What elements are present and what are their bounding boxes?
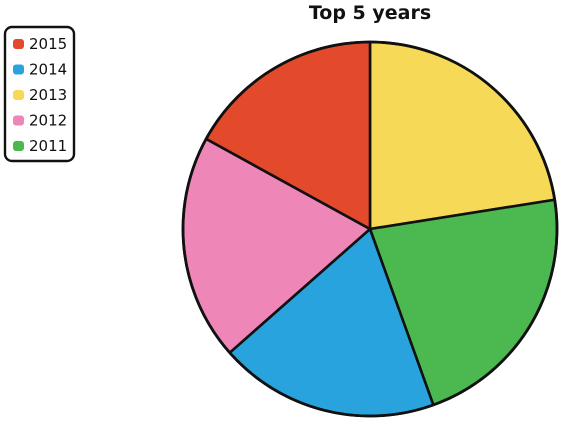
legend-box <box>3 25 76 163</box>
legend-label-2014: 2014 <box>29 61 67 79</box>
chart-title: Top 5 years <box>309 2 431 24</box>
legend-swatch-2011 <box>13 141 24 151</box>
pie-slice-2013 <box>368 40 556 231</box>
pie-slices <box>181 40 559 418</box>
legend-label-2011: 2011 <box>29 137 67 155</box>
pie-outline <box>181 40 559 418</box>
legend-swatch-2015 <box>13 39 24 49</box>
legend: 2015 2014 2013 2012 2011 <box>3 25 76 163</box>
legend-label-2012: 2012 <box>29 112 67 130</box>
legend-swatch-2014 <box>13 64 24 75</box>
legend-swatch-2013 <box>13 90 24 100</box>
legend-swatch-2012 <box>13 115 24 126</box>
legend-label-2013: 2013 <box>29 86 67 104</box>
legend-label-2015: 2015 <box>29 35 67 53</box>
